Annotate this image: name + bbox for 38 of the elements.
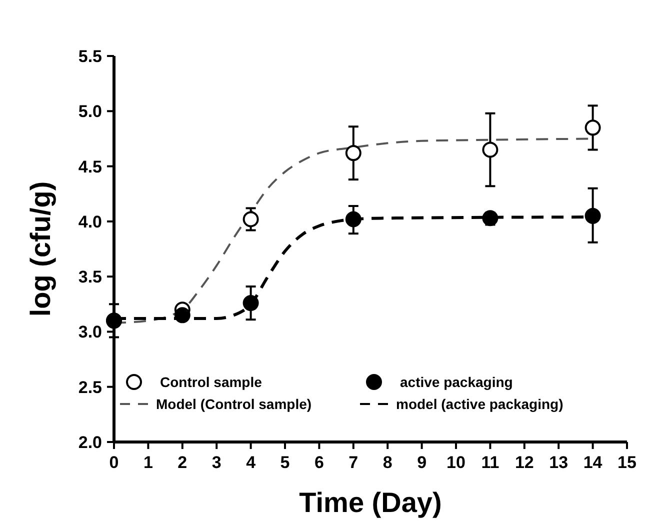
y-tick-label: 4.0 <box>78 212 102 232</box>
point <box>242 295 259 312</box>
x-tick-label: 14 <box>583 453 603 472</box>
y-tick-label: 3.5 <box>78 268 102 287</box>
legend-label: Model (Control sample) <box>156 396 312 412</box>
x-tick-label: 15 <box>618 453 636 472</box>
point <box>584 208 601 224</box>
legend-label: Control sample <box>160 374 262 390</box>
point <box>174 307 190 324</box>
y-axis-title: log (cfu/g) <box>25 181 56 317</box>
y-tick-label: 5.5 <box>78 47 102 66</box>
x-axis-title: Time (Day) <box>299 487 442 518</box>
x-tick-label: 7 <box>348 453 358 472</box>
point <box>242 211 259 228</box>
x-tick-label: 11 <box>481 453 500 472</box>
y-tick-label: 2.5 <box>78 378 102 397</box>
x-tick-label: 12 <box>514 453 534 472</box>
legend-label: active packaging <box>400 374 513 390</box>
point <box>345 145 362 162</box>
point <box>584 120 601 136</box>
x-tick-label: 5 <box>280 453 290 472</box>
y-tick-label: 5.0 <box>78 102 102 122</box>
point <box>345 211 362 228</box>
x-tick-label: 10 <box>446 453 466 472</box>
x-tick-label: 1 <box>143 453 153 472</box>
x-tick-label: 3 <box>212 453 222 472</box>
legend-label: model (active packaging) <box>396 396 564 412</box>
y-tick-label: 3.0 <box>78 322 102 342</box>
y-tick-label: 4.5 <box>78 157 102 176</box>
x-tick-label: 8 <box>382 453 392 472</box>
x-tick-label: 4 <box>246 453 256 472</box>
x-tick-label: 9 <box>417 453 427 472</box>
y-tick-label: 2.0 <box>78 433 102 452</box>
x-tick-label: 6 <box>314 453 324 472</box>
x-tick-label: 13 <box>549 453 568 472</box>
point <box>482 142 498 158</box>
x-tick-label: 0 <box>109 453 119 472</box>
x-tick-label: 2 <box>178 453 188 472</box>
